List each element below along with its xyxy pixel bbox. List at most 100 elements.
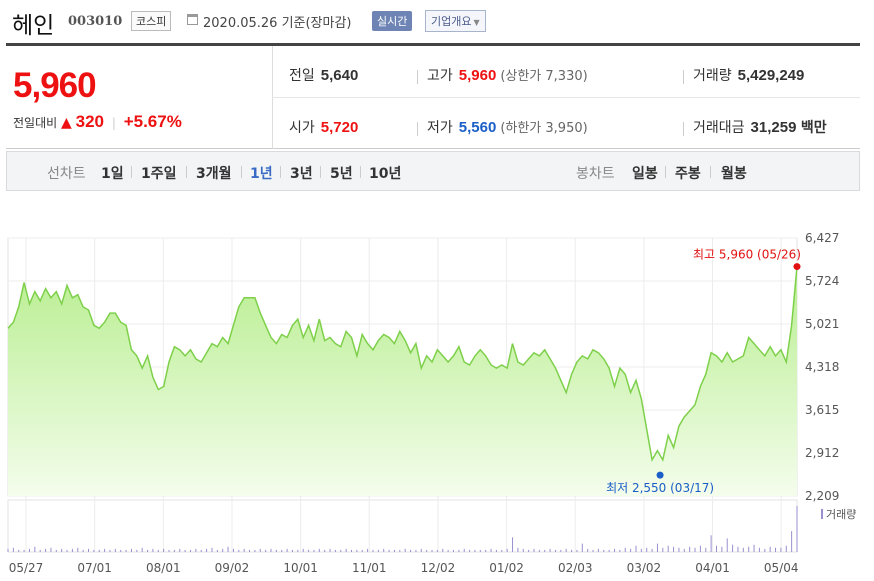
volume-bar xyxy=(410,549,412,552)
volume-bar xyxy=(732,544,734,552)
volume-bar xyxy=(447,549,449,552)
volume-bar xyxy=(452,549,454,552)
y-tick-label: 2,209 xyxy=(805,489,839,503)
volume-bar xyxy=(603,549,605,552)
period-1d[interactable]: 1일 xyxy=(101,166,124,182)
company-name: 헤인 xyxy=(12,13,55,39)
x-tick-label: 03/02 xyxy=(627,561,662,575)
period-3y[interactable]: 3년 xyxy=(290,166,313,182)
market-badge: 코스피 xyxy=(131,11,172,31)
low-value: 5,560 xyxy=(458,119,497,136)
volume-bar xyxy=(673,546,675,552)
low-price: 저가 5,560 (하한가 3,950) xyxy=(427,117,588,137)
volume-bar xyxy=(340,549,342,552)
volume-bar xyxy=(479,549,481,552)
volume-bar xyxy=(104,548,106,552)
volume-bar xyxy=(474,549,476,552)
quote-panel: 5,960 전일대비 ▲ 320 | +5.67% 전일 5,640 고가 5,96… xyxy=(6,43,860,149)
realtime-button[interactable]: 실시간 xyxy=(372,11,413,31)
period-selector: 선차트 1일 1주일 3개월 1년 3년 5년 10년 봉차트 일봉 주봉 월봉 xyxy=(6,151,860,191)
company-info-dropdown[interactable]: 기업개요 ▼ xyxy=(425,10,486,32)
volume-bar xyxy=(249,549,251,552)
volume-bar xyxy=(12,547,14,552)
volume-bar xyxy=(206,548,208,552)
volume-bar xyxy=(211,547,213,552)
change-label: 전일대비 xyxy=(13,116,58,130)
volume-bars xyxy=(7,506,798,552)
volume-bar xyxy=(404,548,406,552)
period-1y[interactable]: 1년 xyxy=(250,166,273,182)
volume-bar xyxy=(426,549,428,552)
volume-bar xyxy=(141,547,143,552)
volume-bar xyxy=(442,548,444,552)
volume-bar xyxy=(656,543,658,552)
change-rate: +5.67% xyxy=(123,112,182,131)
volume-bar xyxy=(195,548,197,552)
divider: | xyxy=(111,116,116,130)
candle-daily[interactable]: 일봉 xyxy=(632,166,658,182)
volume-bar xyxy=(726,538,728,552)
divider xyxy=(683,122,684,136)
volume-bar xyxy=(377,549,379,552)
volume-bar xyxy=(157,549,159,552)
volume-bar xyxy=(576,549,578,552)
volume-bar xyxy=(517,547,519,552)
volume-bar xyxy=(501,549,503,552)
y-tick-label: 5,724 xyxy=(805,274,839,288)
period-10y[interactable]: 10년 xyxy=(369,166,402,182)
x-tick-label: 07/01 xyxy=(77,561,112,575)
volume-bar xyxy=(571,549,573,552)
volume-bar xyxy=(318,548,320,552)
volume-bar xyxy=(28,548,30,552)
volume-bar xyxy=(522,548,524,552)
x-tick-label: 01/02 xyxy=(489,561,524,575)
volume-bar xyxy=(61,548,63,552)
volume-bar xyxy=(254,549,256,552)
volume-bar xyxy=(393,549,395,552)
amount-label: 거래대금 xyxy=(693,120,745,136)
divider xyxy=(360,166,361,178)
volume-bar xyxy=(769,546,771,552)
volume-bar xyxy=(109,549,111,552)
volume-bar xyxy=(259,548,261,552)
volume-bar xyxy=(356,549,358,552)
divider xyxy=(710,166,711,178)
current-price-box: 5,960 전일대비 ▲ 320 | +5.67% xyxy=(6,46,273,149)
volume-bar xyxy=(742,547,744,552)
volume-label: 거래량 xyxy=(693,68,732,84)
volume-bar xyxy=(130,548,132,552)
volume-bar xyxy=(458,549,460,552)
volume-bar xyxy=(554,549,556,552)
volume-bar xyxy=(308,549,310,552)
period-5y[interactable]: 5년 xyxy=(330,166,353,182)
volume-bar xyxy=(265,549,267,552)
volume-bar xyxy=(372,549,374,552)
volume-bar xyxy=(635,545,637,552)
period-3m[interactable]: 3개월 xyxy=(196,166,232,182)
volume-bar xyxy=(753,544,755,552)
x-tick-label: 05/27 xyxy=(9,561,44,575)
volume-bar xyxy=(662,547,664,552)
x-axis-labels: 05/27 07/01 08/01 09/02 10/01 11/01 12/02 01/02… xyxy=(9,561,799,575)
low-marker xyxy=(656,471,664,479)
volume-bar xyxy=(683,548,685,552)
candle-weekly[interactable]: 주봉 xyxy=(675,166,701,182)
x-tick-label: 02/03 xyxy=(558,561,593,575)
row-divider xyxy=(272,97,860,98)
volume-frame xyxy=(7,499,798,553)
volume-bar xyxy=(66,549,68,552)
volume-bar xyxy=(200,549,202,552)
x-tick-label: 05/04 xyxy=(764,561,799,575)
prev-close-value: 5,640 xyxy=(320,67,359,84)
volume-bar xyxy=(565,548,567,552)
volume-bar xyxy=(45,548,47,552)
volume-bar xyxy=(147,549,149,552)
volume-bar xyxy=(775,547,777,552)
volume-bar xyxy=(34,546,36,552)
open-label: 시가 xyxy=(289,120,315,136)
volume-bar xyxy=(533,548,535,552)
period-1w[interactable]: 1주일 xyxy=(141,166,177,182)
volume-bar xyxy=(120,549,122,552)
volume-bar xyxy=(619,549,621,552)
candle-monthly[interactable]: 월봉 xyxy=(721,166,747,182)
